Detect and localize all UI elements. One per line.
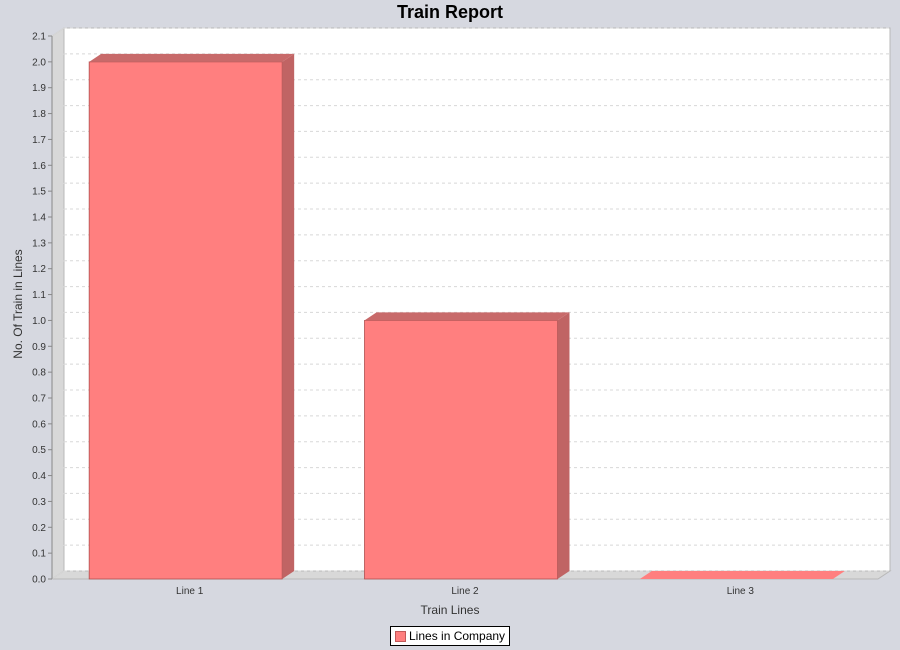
bar-front (364, 320, 558, 580)
y-tick-label: 0.5 (32, 445, 46, 456)
gridline-wall (51, 131, 65, 140)
y-tick-label: 1.6 (32, 161, 46, 172)
bar-side (557, 312, 570, 579)
bar-top (89, 53, 295, 62)
y-tick-label: 1.9 (32, 83, 46, 94)
y-tick-label: 0.7 (32, 394, 46, 405)
y-axis-ticks: 0.0 0.1 0.2 0.3 0.4 0.5 0.6 0.7 0.8 0.9 1.0 1.1 1.2 1… (32, 32, 53, 586)
x-axis-ticks: Line 1 Line 2 Line 3 (176, 586, 754, 597)
y-tick-label: 1.4 (32, 213, 46, 224)
y-tick-label: 0.9 (32, 342, 46, 353)
y-axis-label: No. Of Train in Lines (11, 249, 25, 359)
bar-front (88, 61, 283, 580)
y-tick-label: 2.1 (32, 32, 46, 43)
legend: Lines in Company (390, 626, 511, 646)
gridline-wall (51, 312, 65, 321)
y-tick-label: 1.0 (32, 316, 46, 327)
bar (364, 312, 570, 580)
gridline-wall (51, 234, 65, 244)
y-tick-label: 1.2 (32, 264, 46, 275)
gridline-wall (51, 389, 65, 399)
gridline-wall (51, 570, 65, 580)
gridline-wall (51, 544, 65, 554)
left-wall (51, 27, 65, 580)
y-tick-label: 0.2 (32, 523, 46, 534)
bar-side (282, 53, 295, 580)
gridline-wall (51, 467, 65, 476)
gridline-wall (51, 441, 65, 451)
y-tick-label: 0.1 (32, 549, 46, 560)
y-tick-label: 0.3 (32, 497, 46, 508)
x-tick-label: Line 3 (727, 586, 755, 597)
gridline-wall (51, 493, 65, 502)
gridline-wall (51, 53, 65, 63)
gridline-wall (51, 260, 65, 270)
gridline-wall (51, 286, 65, 295)
gridline-wall (51, 337, 65, 347)
y-tick-label: 0.8 (32, 368, 46, 379)
gridline-wall (51, 156, 65, 166)
legend-label: Lines in Company (409, 629, 506, 643)
gridline-wall (51, 208, 65, 218)
bar (639, 571, 845, 579)
gridline-wall (51, 363, 65, 373)
chart-title: Train Report (396, 2, 503, 22)
bars (88, 53, 845, 580)
y-tick-label: 2.0 (32, 57, 46, 68)
gridline-wall (51, 27, 65, 37)
gridline-wall (51, 182, 65, 192)
x-axis-label: Train Lines (420, 603, 480, 617)
bar-flat (639, 571, 845, 579)
gridlines (51, 27, 890, 580)
y-tick-label: 1.8 (32, 109, 46, 120)
x-tick-label: Line 1 (176, 586, 204, 597)
y-tick-label: 0.0 (32, 575, 46, 586)
gridline-wall (51, 105, 65, 114)
gridline-wall (51, 79, 65, 89)
bar (88, 53, 295, 580)
gridline-wall (51, 415, 65, 425)
bar-top (364, 312, 570, 321)
y-tick-label: 0.6 (32, 419, 46, 430)
y-tick-label: 0.4 (32, 471, 46, 482)
y-tick-label: 1.5 (32, 187, 46, 198)
y-tick-label: 1.3 (32, 238, 46, 249)
y-tick-label: 1.7 (32, 135, 46, 146)
gridline-wall (51, 518, 65, 528)
legend-swatch (395, 630, 406, 642)
x-tick-label: Line 2 (451, 586, 479, 597)
y-tick-label: 1.1 (32, 290, 46, 301)
